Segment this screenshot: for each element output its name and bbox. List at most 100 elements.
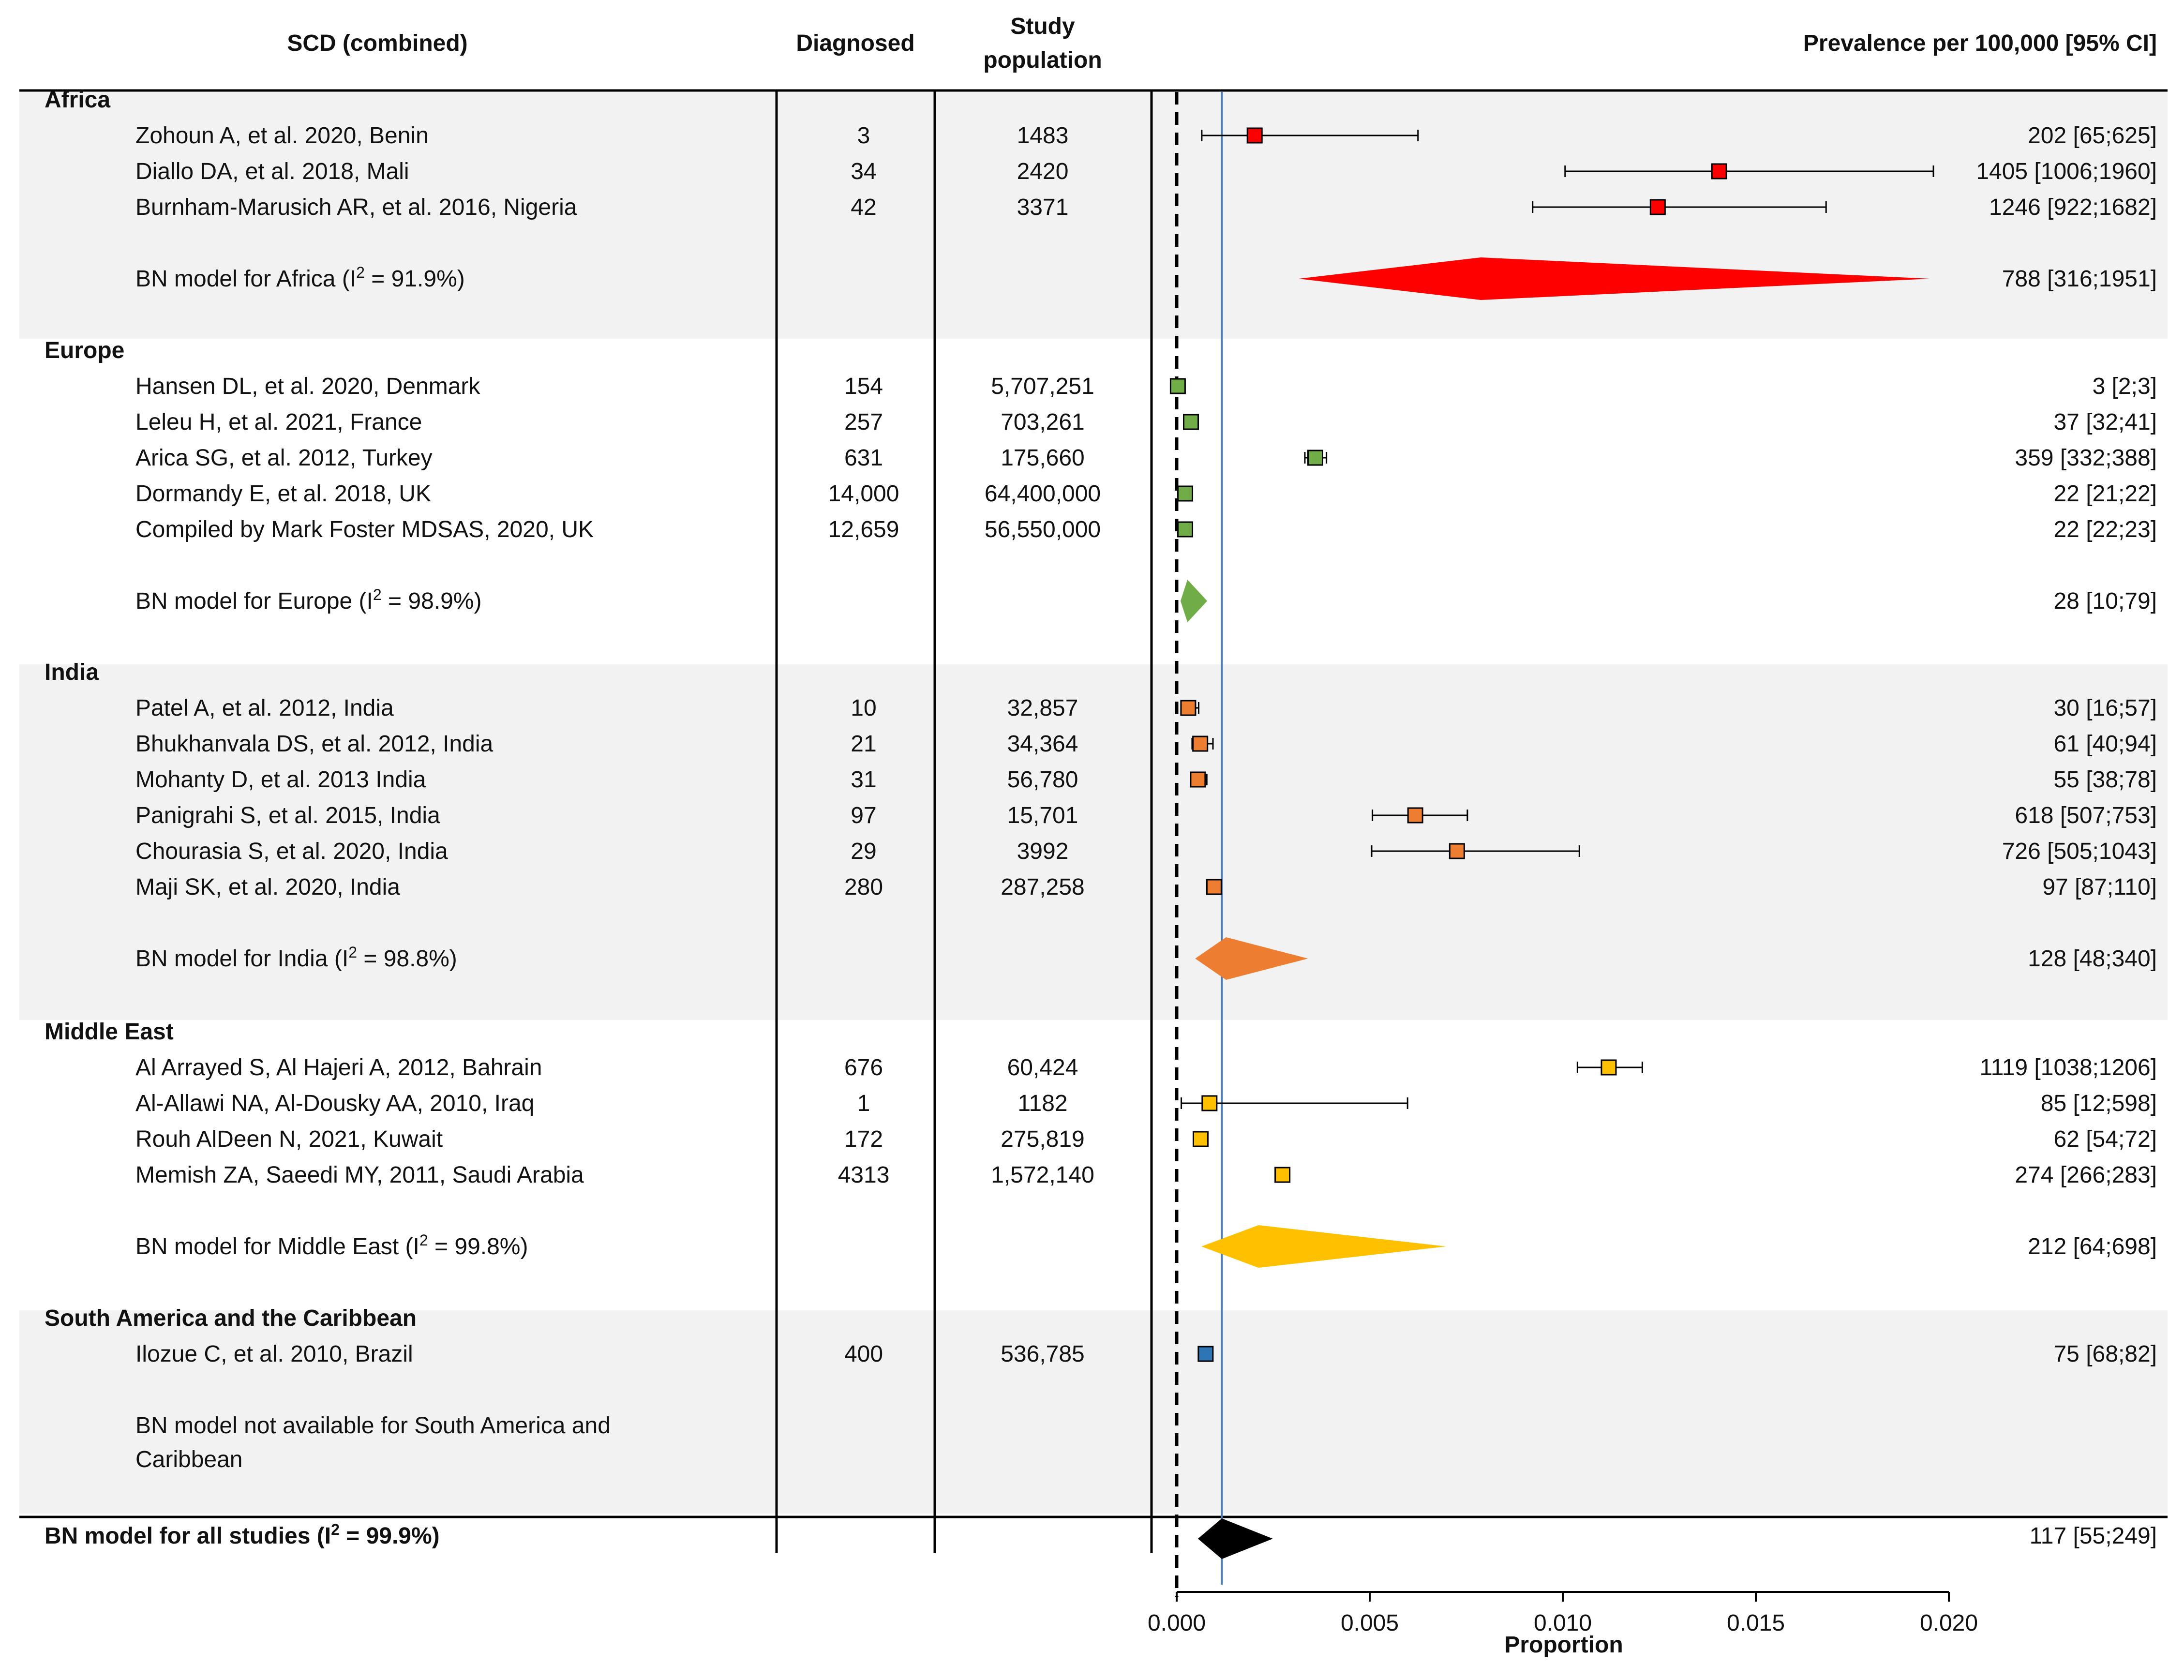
x-tick-label: 0.015 [1727,1610,1785,1636]
study-population: 60,424 [1007,1055,1078,1080]
model-label-prefix: BN model for Africa (I [135,266,356,292]
header-scd-combined: SCD (combined) [287,30,467,56]
study-label: Diallo DA, et al. 2018, Mali [135,159,409,184]
study-population: 3371 [1017,195,1069,220]
study-rows: Africa Zohoun A, et al. 2020, Benin 3 1483 2… [45,87,2157,1549]
study-diagnosed: 280 [844,874,883,900]
study-prevalence: 62 [54;72] [2053,1126,2157,1152]
study-population: 703,261 [1001,409,1085,435]
study-prevalence: 1405 [1006;1960] [1976,159,2157,184]
study-label: Chourasia S, et al. 2020, India [135,839,448,864]
study-label: Mohanty D, et al. 2013 India [135,767,426,793]
study-prevalence: 55 [38;78] [2053,767,2157,793]
study-estimate-square [1180,700,1197,716]
study-population: 175,660 [1001,445,1085,471]
study-diagnosed: 400 [844,1341,883,1367]
study-estimate-square [1601,1059,1617,1076]
study-label: Rouh AlDeen N, 2021, Kuwait [135,1126,443,1152]
model-diamond [1201,1225,1447,1268]
study-label: Panigrahi S, et al. 2015, India [135,803,440,828]
study-estimate-square [1307,450,1323,466]
study-diagnosed: 10 [851,695,876,721]
study-estimate-square [1649,199,1666,215]
study-population: 536,785 [1001,1341,1085,1367]
study-diagnosed: 257 [844,409,883,435]
study-prevalence: 726 [505;1043] [2002,839,2157,864]
study-diagnosed: 97 [851,803,876,828]
model-label-prefix: BN model for Europe (I [135,588,373,614]
study-population: 2420 [1017,159,1069,184]
study-label: Memish ZA, Saeedi MY, 2011, Saudi Arabia [135,1162,584,1188]
study-estimate-square [1449,843,1465,859]
study-prevalence: 97 [87;110] [2042,874,2157,900]
study-population: 5,707,251 [991,374,1094,399]
group-band [19,664,2168,1020]
study-population: 34,364 [1007,731,1078,757]
study-prevalence: 75 [68;82] [2053,1341,2157,1367]
study-diagnosed: 21 [851,731,876,757]
study-label: Bhukhanvala DS, et al. 2012, India [135,731,493,757]
group-band [19,92,2168,339]
overall-diamond [1197,1518,1273,1559]
study-estimate-square [1246,127,1263,144]
study-diagnosed: 4313 [838,1162,890,1188]
model-label-prefix: BN model for India (I [135,946,348,972]
model-diamond [1195,937,1308,980]
study-population: 3992 [1017,839,1069,864]
study-prevalence: 202 [65;625] [2028,123,2157,149]
study-prevalence: 61 [40;94] [2053,731,2157,757]
study-label: Ilozue C, et al. 2010, Brazil [135,1341,413,1367]
table-frame [19,89,2168,1553]
study-diagnosed: 172 [844,1126,883,1152]
overall-label: BN model for all studies (I2 = 99.9%) [45,1521,440,1549]
x-tick-label: 0.010 [1534,1610,1592,1636]
study-diagnosed: 42 [851,195,876,220]
model-label: BN model for India (I2 = 98.8%) [135,944,457,972]
study-population: 1182 [1017,1091,1067,1116]
study-estimate-square [1177,521,1194,538]
x-axis: 0.000 0.005 0.010 0.015 0.020 Proportion [1148,1591,1978,1658]
model-label-suffix: = 98.8%) [357,946,457,972]
study-label: Arica SG, et al. 2012, Turkey [135,445,433,471]
study-population: 32,857 [1007,695,1078,721]
study-label: Burnham-Marusich AR, et al. 2016, Nigeri… [135,195,577,220]
study-population: 64,400,000 [985,481,1101,507]
study-prevalence: 618 [507;753] [2015,803,2157,828]
study-diagnosed: 29 [851,839,876,864]
study-prevalence: 22 [21;22] [2053,481,2157,507]
study-estimate-square [1274,1167,1291,1183]
study-diagnosed: 676 [844,1055,883,1080]
study-label: Leleu H, et al. 2021, France [135,409,422,435]
study-prevalence: 1119 [1038;1206] [1979,1055,2157,1080]
model-label-suffix: = 91.9%) [365,266,465,292]
x-tick-label: 0.005 [1341,1610,1399,1636]
model-label-superscript: 2 [356,264,365,281]
model-label: BN model for Europe (I2 = 98.9%) [135,586,481,614]
study-diagnosed: 1 [857,1091,870,1116]
header-diagnosed: Diagnosed [796,30,914,56]
study-estimate-square [1201,1095,1218,1111]
study-label: Maji SK, et al. 2020, India [135,874,400,900]
study-population: 56,780 [1007,767,1078,793]
study-label: Compiled by Mark Foster MDSAS, 2020, UK [135,517,594,542]
study-label: Patel A, et al. 2012, India [135,695,394,721]
x-axis-label: Proportion [1504,1632,1623,1658]
group-header: Europe [45,338,124,363]
model-prevalence: 788 [316;1951] [2002,266,2157,292]
study-population: 56,550,000 [985,517,1101,542]
study-population: 15,701 [1007,803,1078,828]
study-label: Dormandy E, et al. 2018, UK [135,481,431,507]
study-prevalence: 30 [16;57] [2053,695,2157,721]
x-tick-label: 0.020 [1920,1610,1978,1636]
study-diagnosed: 34 [851,159,876,184]
column-headers: SCD (combined) Diagnosed Study populatio… [287,14,2157,73]
model-label-superscript: 2 [373,586,382,603]
study-diagnosed: 3 [857,123,870,149]
study-estimate-square [1169,378,1186,394]
study-population: 1483 [1017,123,1069,149]
group-header: Africa [45,87,110,113]
study-label: Al Arrayed S, Al Hajeri A, 2012, Bahrain [135,1055,542,1080]
group-header: Middle East [45,1019,174,1045]
study-diagnosed: 631 [844,445,883,471]
